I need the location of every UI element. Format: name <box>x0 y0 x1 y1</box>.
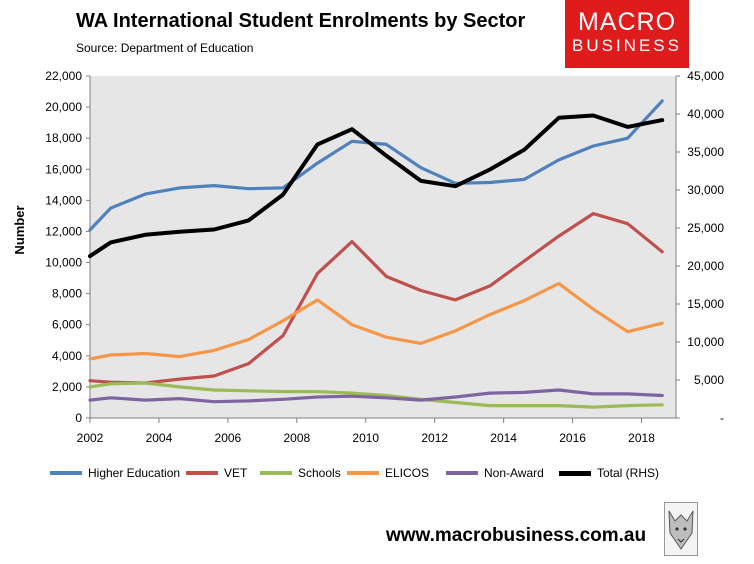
x-tick-label: 2018 <box>628 431 655 445</box>
series-line-elicos <box>88 281 664 361</box>
y-right-tick-label: 35,000 <box>687 145 724 159</box>
x-tick-label: 2012 <box>421 431 448 445</box>
y-right-tick-label: 20,000 <box>687 259 724 273</box>
series-line-total-rhs <box>88 113 665 259</box>
y-left-tick-label: 8,000 <box>52 287 82 301</box>
y-left-tick-label: 4,000 <box>52 349 82 363</box>
legend-swatch <box>347 471 379 475</box>
y-left-tick-label: 22,000 <box>45 69 82 83</box>
legend-label: Schools <box>298 466 341 480</box>
logo-line1: MACRO <box>577 8 677 36</box>
legend-swatch <box>186 471 218 475</box>
y-left-tick-label: 16,000 <box>45 162 82 176</box>
plot-area <box>90 76 676 418</box>
legend-swatch <box>446 471 478 475</box>
series-line-schools <box>88 381 664 409</box>
y-right-tick-label: 5,000 <box>694 373 724 387</box>
chart-legend: Higher Education VET Schools ELICOS Non-Awar… <box>50 466 740 486</box>
x-tick-label: 2010 <box>352 431 379 445</box>
y-left-tick-label: 20,000 <box>45 100 82 114</box>
y-left-tick-label: 12,000 <box>45 224 82 238</box>
y-right-tick-label: 25,000 <box>687 221 724 235</box>
y-axis-title: Number <box>12 205 27 254</box>
website-url[interactable]: www.macrobusiness.com.au <box>386 525 647 546</box>
series-line-vet <box>88 212 664 385</box>
y-right-tick-label: 40,000 <box>687 107 724 121</box>
y-left-tick-label: 14,000 <box>45 193 82 207</box>
y-right-tick-label: 15,000 <box>687 297 724 311</box>
legend-label: Non-Award <box>484 466 544 480</box>
y-right-tick-label: 30,000 <box>687 183 724 197</box>
y-right-tick-label: - <box>720 411 724 425</box>
y-left-tick-label: 2,000 <box>52 380 82 394</box>
logo-line2: BUSINESS <box>572 36 682 55</box>
y-left-tick-label: 6,000 <box>52 318 82 332</box>
legend-label: Higher Education <box>88 466 181 480</box>
legend-label: Total (RHS) <box>597 466 660 480</box>
y-right-tick-label: 45,000 <box>687 69 724 83</box>
series-line-non-award <box>88 388 664 404</box>
x-tick-label: 2014 <box>490 431 517 445</box>
chart-source: Source: Department of Education <box>76 41 254 55</box>
y-right-tick-label: 10,000 <box>687 335 724 349</box>
chart-title: WA International Student Enrolments by S… <box>76 10 526 32</box>
legend-item: ELICOS <box>347 466 429 480</box>
x-tick-label: 2002 <box>77 431 104 445</box>
legend-item: Non-Award <box>446 466 544 480</box>
legend-swatch <box>559 470 591 476</box>
legend-label: ELICOS <box>385 466 430 480</box>
legend-label: VET <box>224 466 248 480</box>
x-tick-label: 2006 <box>215 431 242 445</box>
legend-swatch <box>260 471 292 475</box>
x-tick-label: 2008 <box>283 431 310 445</box>
y-left-tick-label: 10,000 <box>45 256 82 270</box>
legend-swatch <box>50 471 82 475</box>
wolf-logo-image <box>664 502 698 556</box>
y-left-tick-label: 18,000 <box>45 131 82 145</box>
line-chart: 0 2,000 4,000 6,000 8,000 10,000 12,000 14,000 1… <box>12 69 724 445</box>
x-tick-label: 2016 <box>559 431 586 445</box>
legend-item: VET <box>186 466 247 480</box>
macrobusiness-logo[interactable]: MACRO BUSINESS <box>565 0 689 68</box>
legend-item: Higher Education <box>50 466 180 480</box>
legend-item: Schools <box>260 466 341 480</box>
x-tick-label: 2004 <box>146 431 173 445</box>
legend-item: Total (RHS) <box>559 466 659 480</box>
y-left-tick-label: 0 <box>75 411 82 425</box>
